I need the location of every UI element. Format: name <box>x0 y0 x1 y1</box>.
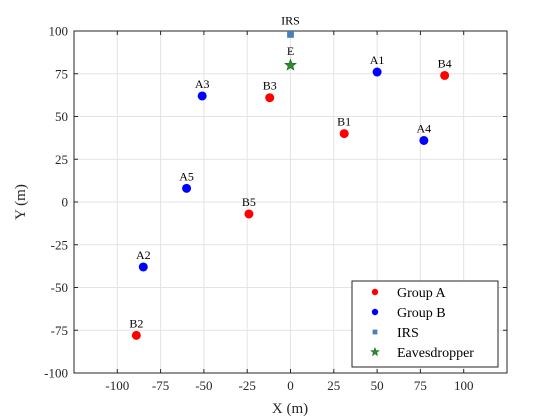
x-tick-label: -50 <box>195 378 212 393</box>
point-b4 <box>440 70 450 80</box>
point-label-b4: B4 <box>438 56 452 70</box>
legend-label-group-a: Group A <box>397 286 447 301</box>
legend-label-eavesdropper: Eavesdropper <box>397 346 474 361</box>
point-b1 <box>339 129 349 139</box>
point-e <box>284 58 297 71</box>
point-label-a5: A5 <box>179 169 194 183</box>
point-label-a4: A4 <box>417 121 432 135</box>
y-tick-label: 0 <box>62 195 69 210</box>
x-tick-label: 75 <box>414 378 427 393</box>
legend-marker-group-a <box>371 288 379 296</box>
legend: Group A Group B IRS Eavesdropper <box>351 280 499 368</box>
legend-marker-irs <box>372 329 378 335</box>
data-marks: B1 B2 B3 B4 B5 A1 A2 A3 A4 A5 IRS E <box>129 13 452 340</box>
point-label-b3: B3 <box>263 79 277 93</box>
y-tick-label: -75 <box>51 323 68 338</box>
point-b3 <box>265 93 275 103</box>
legend-marker-eavesdropper <box>370 346 380 357</box>
point-a4 <box>419 135 429 145</box>
point-label-a1: A1 <box>370 53 385 67</box>
y-tick-label: -50 <box>51 280 68 295</box>
point-label-e: E <box>287 44 294 58</box>
y-tick-label: 25 <box>55 152 68 167</box>
point-label-b2: B2 <box>129 316 143 330</box>
x-axis-label: X (m) <box>272 401 308 417</box>
y-tick-label: -100 <box>44 366 68 381</box>
y-tick-label: 75 <box>55 66 68 81</box>
point-b5 <box>244 209 254 219</box>
x-tick-label: -25 <box>239 378 256 393</box>
point-label-a2: A2 <box>136 248 151 262</box>
x-tick-label: 50 <box>371 378 384 393</box>
point-label-a3: A3 <box>195 77 210 91</box>
point-b2 <box>131 330 141 340</box>
y-axis-label: Y (m) <box>13 184 29 220</box>
point-label-b5: B5 <box>242 195 256 209</box>
point-label-irs: IRS <box>281 13 300 27</box>
x-tick-label: 0 <box>287 378 294 393</box>
point-a1 <box>372 67 382 77</box>
legend-label-group-b: Group B <box>397 306 446 321</box>
x-tick-label: -100 <box>105 378 129 393</box>
y-tick-label: 50 <box>55 109 68 124</box>
y-tick-label: -25 <box>51 237 68 252</box>
legend-label-irs: IRS <box>397 326 419 341</box>
point-label-b1: B1 <box>337 115 351 129</box>
x-tick-label: -75 <box>152 378 169 393</box>
axes: -100 -75 -50 -25 0 25 50 75 100 -100 -75 -50 -25 0 25 5… <box>44 24 508 393</box>
point-a5 <box>182 183 192 193</box>
point-irs <box>287 31 294 38</box>
x-tick-label: 25 <box>327 378 340 393</box>
point-a2 <box>138 262 148 272</box>
point-a3 <box>197 91 207 101</box>
x-tick-label: 100 <box>454 378 474 393</box>
y-tick-label: 100 <box>49 24 69 39</box>
legend-marker-group-b <box>371 308 379 316</box>
